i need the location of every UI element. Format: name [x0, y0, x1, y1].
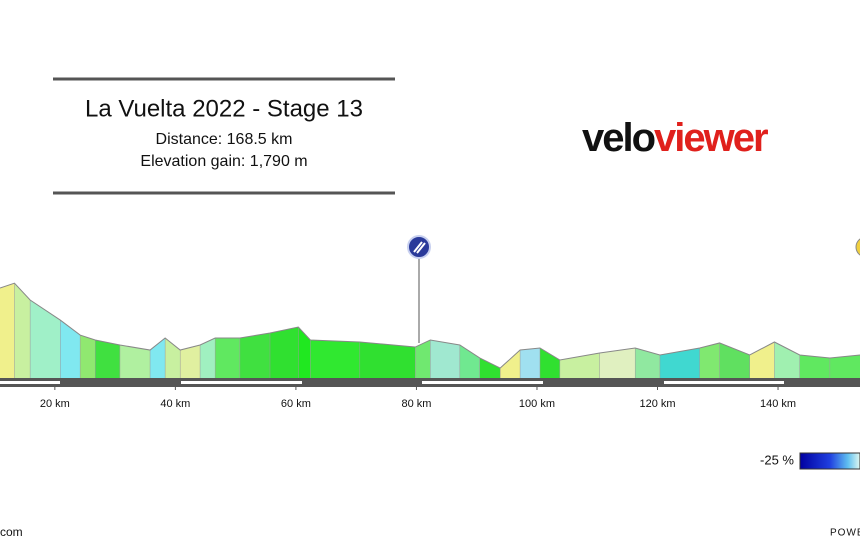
elevation-segment: [269, 327, 299, 378]
elevation-segment: [310, 339, 360, 378]
elevation-segment: [95, 339, 120, 378]
x-tick-label: 140 km: [760, 398, 796, 410]
elevation-segment: [430, 339, 460, 378]
elevation-segment: [799, 354, 830, 378]
elevation-segment: [774, 342, 800, 378]
elevation-segment: [165, 338, 181, 378]
logo: veloviewer: [582, 116, 768, 160]
distance-dash: [422, 381, 543, 384]
elevation-segment: [359, 342, 416, 378]
elevation-segment: [215, 338, 240, 378]
elevation-segment: [30, 300, 61, 378]
elevation-segment: [0, 283, 15, 378]
elevation-segment: [298, 327, 311, 378]
logo-viewer: viewer: [654, 116, 768, 160]
elevation-segment: [150, 338, 166, 378]
elevation-segment: [559, 353, 600, 378]
footer-right: POWE: [830, 528, 860, 539]
elevation-segment: [119, 345, 151, 378]
profile: [0, 282, 860, 378]
elevation-segment: [599, 348, 636, 378]
x-tick-label: 20 km: [40, 398, 70, 410]
elevation-segment: [699, 342, 720, 378]
title: La Vuelta 2022 - Stage 13: [85, 95, 363, 122]
x-tick-label: 60 km: [281, 398, 311, 410]
elevation-segment: [415, 339, 431, 378]
elevation-segment: [459, 345, 480, 378]
sprint-marker: [855, 238, 860, 256]
elevation-segment: [635, 348, 660, 378]
elevation-segment: [520, 348, 540, 378]
gradient-legend: [799, 452, 860, 470]
x-tick-label: 120 km: [639, 398, 675, 410]
elevation-segment: [60, 320, 81, 378]
marker-icon: [413, 241, 426, 254]
distance-dash: [0, 381, 60, 384]
distance-dash: [181, 381, 302, 384]
elevation-segment: [539, 348, 560, 378]
elevation-segment: [14, 283, 31, 378]
x-tick-label: 40 km: [160, 398, 190, 410]
elevation-segment: [479, 357, 501, 378]
x-tick-label: 100 km: [519, 398, 555, 410]
elevation-segment: [500, 350, 521, 378]
legend-min: -25 %: [760, 452, 794, 467]
x-tick-label: 80 km: [401, 398, 431, 410]
elevation-segment: [239, 333, 270, 378]
elevation-segment: [180, 345, 201, 378]
elevation-segment: [659, 348, 700, 378]
elevation-segment: [80, 335, 96, 378]
elevation-outline: [0, 282, 860, 369]
elevation-segment: [719, 342, 750, 378]
logo-velo: velo: [582, 116, 655, 160]
elevation-segment: [829, 354, 860, 378]
elevation-segment: [749, 342, 775, 378]
distance: Distance: 168.5 km: [156, 131, 293, 148]
footer-left: com: [0, 525, 23, 539]
elevation-segment: [200, 338, 216, 378]
distance-dash: [664, 381, 784, 384]
elevation-gain: Elevation gain: 1,790 m: [140, 153, 307, 170]
